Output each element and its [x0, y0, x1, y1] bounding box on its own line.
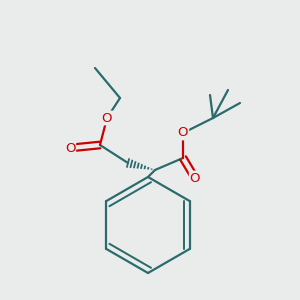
Text: O: O: [190, 172, 200, 184]
Text: O: O: [178, 127, 188, 140]
Text: O: O: [102, 112, 112, 124]
Text: O: O: [65, 142, 75, 154]
